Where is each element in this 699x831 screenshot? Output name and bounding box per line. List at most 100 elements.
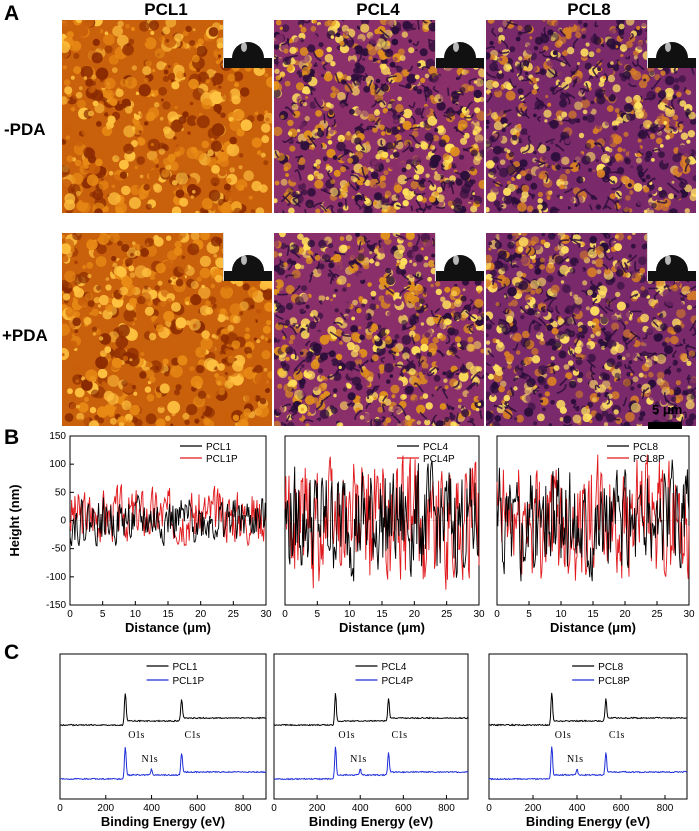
column-header-pcl4: PCL4 [356, 0, 400, 19]
droplet-shape [648, 42, 696, 68]
x-tick-label: 400 [352, 803, 369, 814]
peak-label: N1s [567, 754, 583, 765]
droplet-shape [224, 255, 272, 281]
legend-label: PCL4P [423, 454, 455, 465]
series-line-PCL1 [59, 693, 267, 727]
y-tick-label: 50 [55, 487, 67, 498]
row-header-plus-pda: +PDA [2, 326, 48, 345]
y-tick-label: 100 [49, 459, 66, 470]
row-header-minus-pda: -PDA [4, 120, 46, 139]
scale-bar-line [648, 422, 682, 429]
afm-texture [274, 233, 484, 426]
legend-label: PCL8 [598, 662, 623, 673]
panel-label-b: B [4, 426, 20, 449]
x-tick-label: 800 [235, 803, 252, 814]
afm-image-pcl4-minus [274, 20, 484, 213]
peak-label: C1s [391, 730, 407, 741]
x-tick-label: 20 [409, 609, 421, 620]
column-header-pcl1: PCL1 [144, 0, 188, 19]
x-tick-label: 0 [282, 609, 288, 620]
legend-label: PCL1 [173, 662, 198, 673]
legend-label: PCL4 [381, 662, 406, 673]
afm-image-pcl1-minus [62, 20, 272, 213]
y-tick-label: 150 [49, 431, 66, 442]
droplet-shape [436, 255, 484, 281]
height-profile-chart: 0 5 10 15 20 25 30 150 100 50 0 -50 -100 -150 Distance… [7, 431, 272, 635]
contact-angle-droplet-icon [435, 233, 484, 281]
contact-angle-droplet-icon [435, 20, 484, 68]
x-tick-label: 200 [309, 803, 326, 814]
series-line-PCL4 [284, 460, 480, 582]
scale-bar-label: 5 μm [652, 402, 683, 417]
x-tick-label: 0 [271, 803, 277, 814]
series-line-PCL1 [69, 493, 267, 547]
x-tick-label: 0 [67, 609, 73, 620]
x-tick-label: 30 [260, 609, 272, 620]
afm-texture [62, 20, 272, 213]
contact-angle-droplet-icon [647, 20, 696, 68]
x-tick-label: 5 [100, 609, 106, 620]
x-tick-label: 25 [228, 609, 240, 620]
x-tick-label: 400 [569, 803, 586, 814]
y-tick-label: 0 [60, 516, 66, 527]
peak-label: O1s [128, 730, 144, 741]
xps-spectrum-chart: 0 200 400 600 800 Binding Energy (eV) O1s N1s C1… [57, 653, 267, 829]
x-tick-label: 15 [587, 609, 599, 620]
series-line-PCL8P [488, 746, 688, 781]
x-tick-label: 200 [97, 803, 114, 814]
x-tick-label: 0 [57, 803, 63, 814]
x-axis-label: Distance (μm) [125, 620, 211, 635]
x-tick-label: 15 [162, 609, 174, 620]
x-tick-label: 10 [130, 609, 142, 620]
x-tick-label: 30 [683, 609, 695, 620]
droplet-shape [648, 255, 696, 281]
x-tick-label: 400 [143, 803, 160, 814]
x-tick-label: 30 [473, 609, 485, 620]
peak-label: N1s [350, 754, 366, 765]
y-tick-label: -50 [52, 544, 67, 555]
contact-angle-droplet-icon [223, 20, 272, 68]
peak-label: C1s [609, 730, 625, 741]
afm-image-pcl8-plus [486, 233, 696, 426]
y-axis-label: Height (nm) [7, 484, 22, 556]
xps-spectrum-chart: 0 200 400 600 800 Binding Energy (eV) O1s N1s C1… [271, 653, 469, 829]
legend-label: PCL8 [633, 442, 658, 453]
peak-label: N1s [141, 754, 157, 765]
series-line-PCL4 [273, 693, 469, 727]
x-tick-label: 15 [376, 609, 388, 620]
legend-label: PCL1 [206, 442, 231, 453]
x-axis-label: Binding Energy (eV) [309, 814, 433, 829]
x-axis-label: Binding Energy (eV) [101, 814, 225, 829]
xps-spectrum-chart: 0 200 400 600 800 Binding Energy (eV) O1s N1s C1… [486, 653, 688, 829]
x-tick-label: 25 [441, 609, 453, 620]
afm-image-pcl4-plus [274, 233, 484, 426]
x-tick-label: 600 [189, 803, 206, 814]
legend-label: PCL4 [423, 442, 448, 453]
x-tick-label: 5 [526, 609, 532, 620]
x-tick-label: 20 [619, 609, 631, 620]
contact-angle-droplet-icon [223, 233, 272, 281]
x-tick-label: 800 [438, 803, 455, 814]
series-line-PCL8 [488, 692, 688, 727]
droplet-shape [224, 42, 272, 68]
peak-label: O1s [338, 730, 354, 741]
x-tick-label: 10 [555, 609, 567, 620]
series-line-PCL1P [69, 484, 267, 547]
series-line-PCL4P [273, 746, 469, 781]
afm-image-pcl1-plus [62, 233, 272, 426]
legend-label: PCL8P [633, 454, 665, 465]
legend-label: PCL4P [381, 676, 413, 687]
peak-label: C1s [185, 730, 201, 741]
x-tick-label: 0 [494, 609, 500, 620]
afm-image-pcl8-minus [486, 20, 696, 213]
y-tick-label: -150 [46, 600, 66, 611]
panel-label-a: A [4, 2, 20, 25]
x-tick-label: 0 [486, 803, 492, 814]
peak-label: O1s [555, 730, 571, 741]
x-tick-label: 600 [395, 803, 412, 814]
panel-label-c: C [4, 641, 20, 664]
droplet-shape [436, 42, 484, 68]
